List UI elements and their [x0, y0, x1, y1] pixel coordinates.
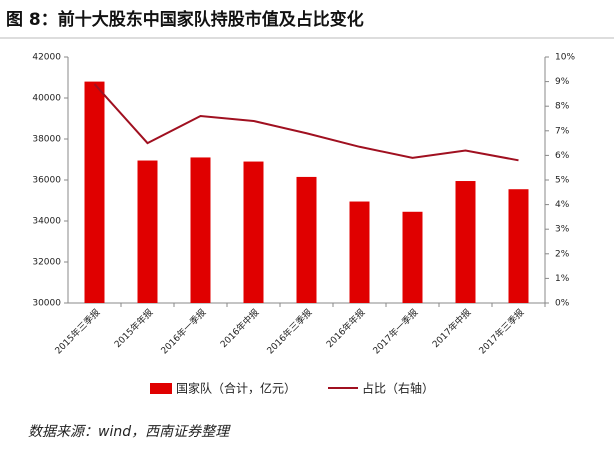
y2-tick-label: 7% — [555, 126, 570, 136]
y-tick-label: 34000 — [32, 217, 61, 227]
y-tick-label: 40000 — [32, 94, 61, 104]
x-tick-label: 2017年一季报 — [370, 306, 420, 356]
legend-label: 占比（右轴） — [362, 381, 434, 396]
legend-label: 国家队（合计，亿元） — [176, 381, 296, 396]
y2-tick-label: 0% — [555, 299, 570, 309]
x-tick-label: 2017年中报 — [430, 306, 474, 350]
y2-tick-label: 4% — [555, 200, 570, 210]
chart-title: 图 8：前十大股东中国家队持股市值及占比变化 — [6, 9, 364, 30]
y2-tick-label: 6% — [555, 151, 570, 161]
y2-tick-label: 1% — [555, 274, 570, 284]
x-tick-label: 2015年年报 — [112, 306, 156, 350]
x-tick-label: 2017年三季报 — [476, 306, 526, 356]
y-tick-label: 38000 — [32, 135, 61, 145]
x-tick-label: 2016年年报 — [324, 306, 368, 350]
y2-tick-label: 3% — [555, 225, 570, 235]
y2-tick-label: 9% — [555, 77, 570, 87]
y-tick-label: 36000 — [32, 176, 61, 186]
bar — [137, 160, 158, 303]
bar — [349, 201, 370, 303]
x-tick-label: 2015年三季报 — [52, 306, 102, 356]
y2-tick-label: 10% — [555, 53, 575, 63]
x-tick-label: 2016年一季报 — [158, 306, 208, 356]
y-tick-label: 30000 — [32, 299, 61, 309]
legend-swatch — [150, 383, 172, 394]
y-tick-label: 32000 — [32, 258, 61, 268]
y-tick-label: 42000 — [32, 53, 61, 63]
line — [93, 83, 519, 162]
bar — [84, 81, 105, 303]
y2-tick-label: 5% — [555, 176, 570, 186]
y2-tick-label: 2% — [555, 249, 570, 259]
bar — [243, 161, 264, 303]
source-note: 数据来源：wind，西南证券整理 — [28, 424, 231, 440]
bar — [508, 189, 529, 303]
bar — [296, 176, 317, 303]
x-tick-label: 2016年三季报 — [264, 306, 314, 356]
y2-tick-label: 8% — [555, 102, 570, 112]
bar — [190, 157, 211, 303]
x-tick-label: 2016年中报 — [218, 306, 262, 350]
bar — [402, 211, 423, 303]
bar — [455, 181, 476, 303]
